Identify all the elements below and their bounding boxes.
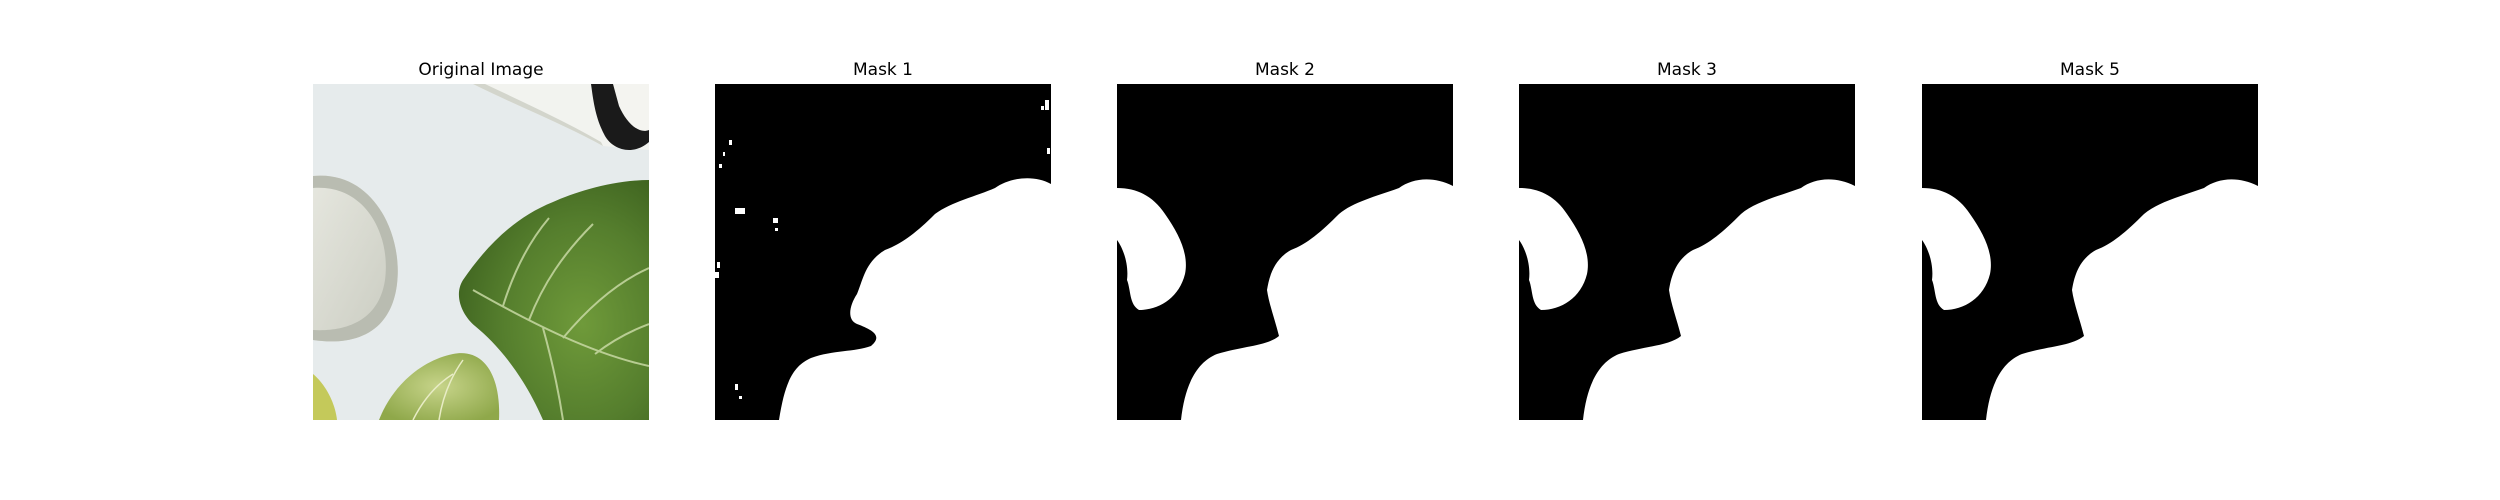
mask-edge-mark (1117, 202, 1120, 216)
panel-title-original-image: Original Image (313, 60, 649, 80)
mask-edge-mark (1922, 202, 1925, 216)
original-image (313, 84, 649, 420)
mask-1-image (715, 84, 1051, 420)
mask-3-image (1519, 84, 1855, 420)
panel-title-mask-5: Mask 5 (1922, 60, 2258, 80)
mask-edge-mark (1519, 202, 1522, 216)
panel-title-mask-1: Mask 1 (715, 60, 1051, 80)
panel-title-mask-3: Mask 3 (1519, 60, 1855, 80)
panel-title-mask-2: Mask 2 (1117, 60, 1453, 80)
mask-2-image (1117, 84, 1453, 420)
mask-5-image (1922, 84, 2258, 420)
